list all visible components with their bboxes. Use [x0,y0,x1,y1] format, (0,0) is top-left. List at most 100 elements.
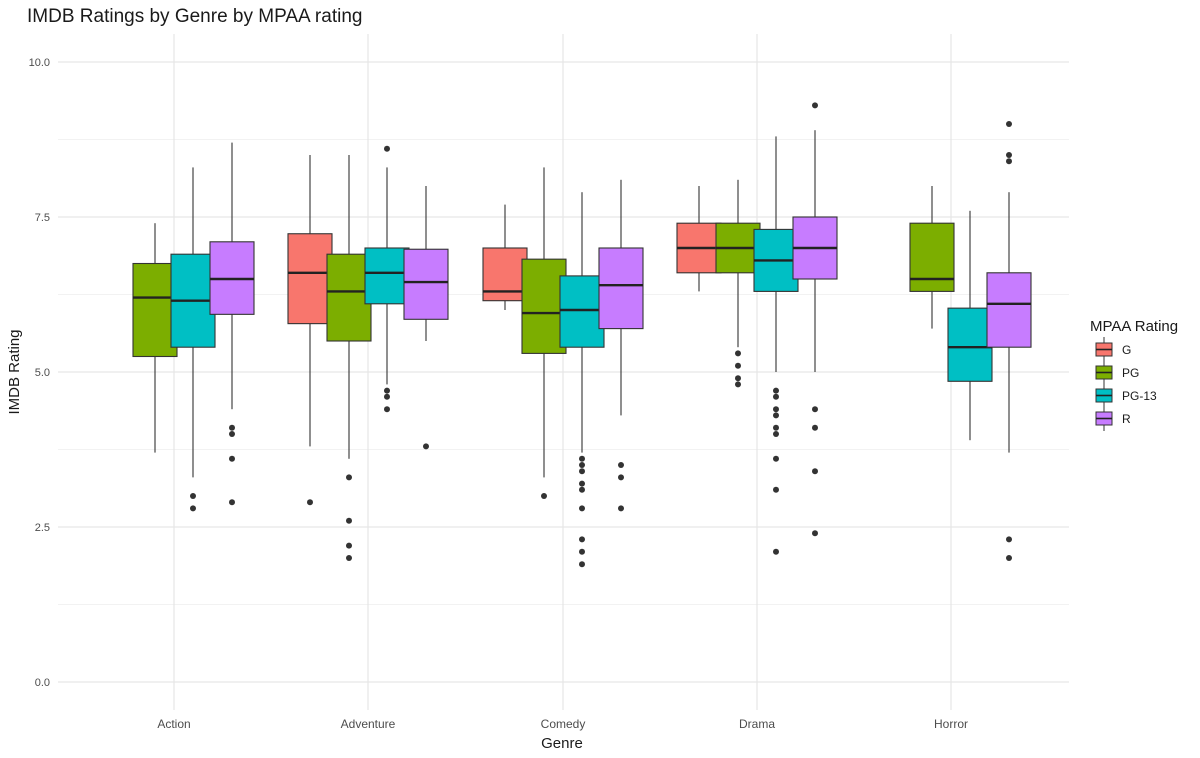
legend-label: G [1122,343,1131,357]
y-axis-title: IMDB Rating [6,329,23,414]
box-drama-pg [715,179,761,388]
y-tick-label: 5.0 [35,367,50,379]
outlier-point [773,393,779,400]
outlier-point [346,474,352,481]
box-action-pg-13 [170,167,216,512]
box-horror-pg [909,186,955,329]
box-body [521,258,567,354]
gridlines [58,34,1069,710]
outlier-point [190,505,196,512]
outlier-point [1006,121,1012,127]
legend-item-pg: PG [1095,360,1139,385]
outlier-point [1006,152,1012,158]
x-tick-label: Drama [739,717,775,731]
box-drama-r [792,102,838,537]
outlier-point [579,486,585,493]
outlier-point [579,480,585,487]
outlier-point [229,424,235,431]
box-body [986,272,1032,348]
outlier-point [190,493,196,499]
outlier-point [773,548,779,555]
x-tick-label: Horror [934,717,968,731]
outlier-point [579,505,585,512]
y-tick-label: 10.0 [29,57,50,69]
box-action-r [209,142,255,506]
legend-label: PG-13 [1122,389,1157,403]
box-body [326,253,372,342]
outlier-point [346,542,352,549]
outlier-point [735,375,741,382]
x-axis-title: Genre [541,735,583,752]
outlier-point [1006,158,1012,165]
box-body [482,247,528,302]
box-drama-pg-13 [753,136,799,555]
box-comedy-r [598,179,644,512]
outlier-point [773,412,779,419]
outlier-point [812,424,818,431]
outlier-point [773,431,779,437]
box-adventure-r [403,186,449,450]
outlier-point [618,505,624,512]
outlier-point [384,406,390,413]
legend-item-g: G [1095,337,1131,362]
outlier-point [307,499,313,506]
x-axis: Action Adventure Comedy Drama Horror [157,717,968,731]
outlier-point [1006,555,1012,561]
x-tick-label: Adventure [341,717,396,731]
outlier-point [423,443,429,450]
outlier-point [812,406,818,413]
outlier-point [384,393,390,400]
box-comedy-pg [521,167,567,499]
legend-item-r: R [1095,406,1131,431]
legend-item-pg-13: PG-13 [1095,383,1157,408]
outlier-point [579,455,585,462]
outlier-point [812,468,818,475]
outlier-point [773,486,779,493]
outlier-point [384,145,390,152]
box-body [947,307,993,382]
outlier-point [773,406,779,413]
box-body [598,247,644,330]
outlier-point [618,474,624,481]
outlier-point [1006,536,1012,543]
box-comedy-g [482,204,528,310]
box-body [132,262,178,358]
y-tick-label: 2.5 [35,522,50,534]
box-body [364,247,410,305]
box-comedy-pg-13 [559,192,605,568]
box-action-pg [132,223,178,453]
legend: MPAA Rating G PG PG-13 R [1090,318,1178,431]
outlier-point [346,555,352,561]
outlier-point [229,431,235,437]
outlier-point [384,387,390,394]
outlier-point [229,455,235,462]
outlier-point [229,499,235,506]
outlier-point [346,517,352,524]
box-drama-g [676,186,722,292]
box-body [403,248,449,320]
box-body [909,222,955,292]
y-axis: 0.0 2.5 5.0 7.5 10.0 [29,57,50,689]
x-tick-label: Action [157,717,190,731]
outlier-point [812,102,818,109]
legend-label: PG [1122,366,1139,380]
outlier-point [541,493,547,499]
box-adventure-pg [326,155,372,561]
legend-label: R [1122,412,1131,426]
boxplot-marks [132,102,1032,568]
outlier-point [735,362,741,369]
outlier-point [812,530,818,537]
box-adventure-g [287,155,333,506]
outlier-point [579,561,585,568]
x-tick-label: Comedy [541,717,586,731]
outlier-point [579,468,585,475]
outlier-point [579,462,585,468]
box-adventure-pg-13 [364,145,410,413]
box-horror-r [986,121,1032,561]
outlier-point [735,381,741,388]
box-body [287,233,333,325]
box-body [559,275,605,348]
box-horror-pg-13 [947,210,993,441]
outlier-point [579,536,585,543]
